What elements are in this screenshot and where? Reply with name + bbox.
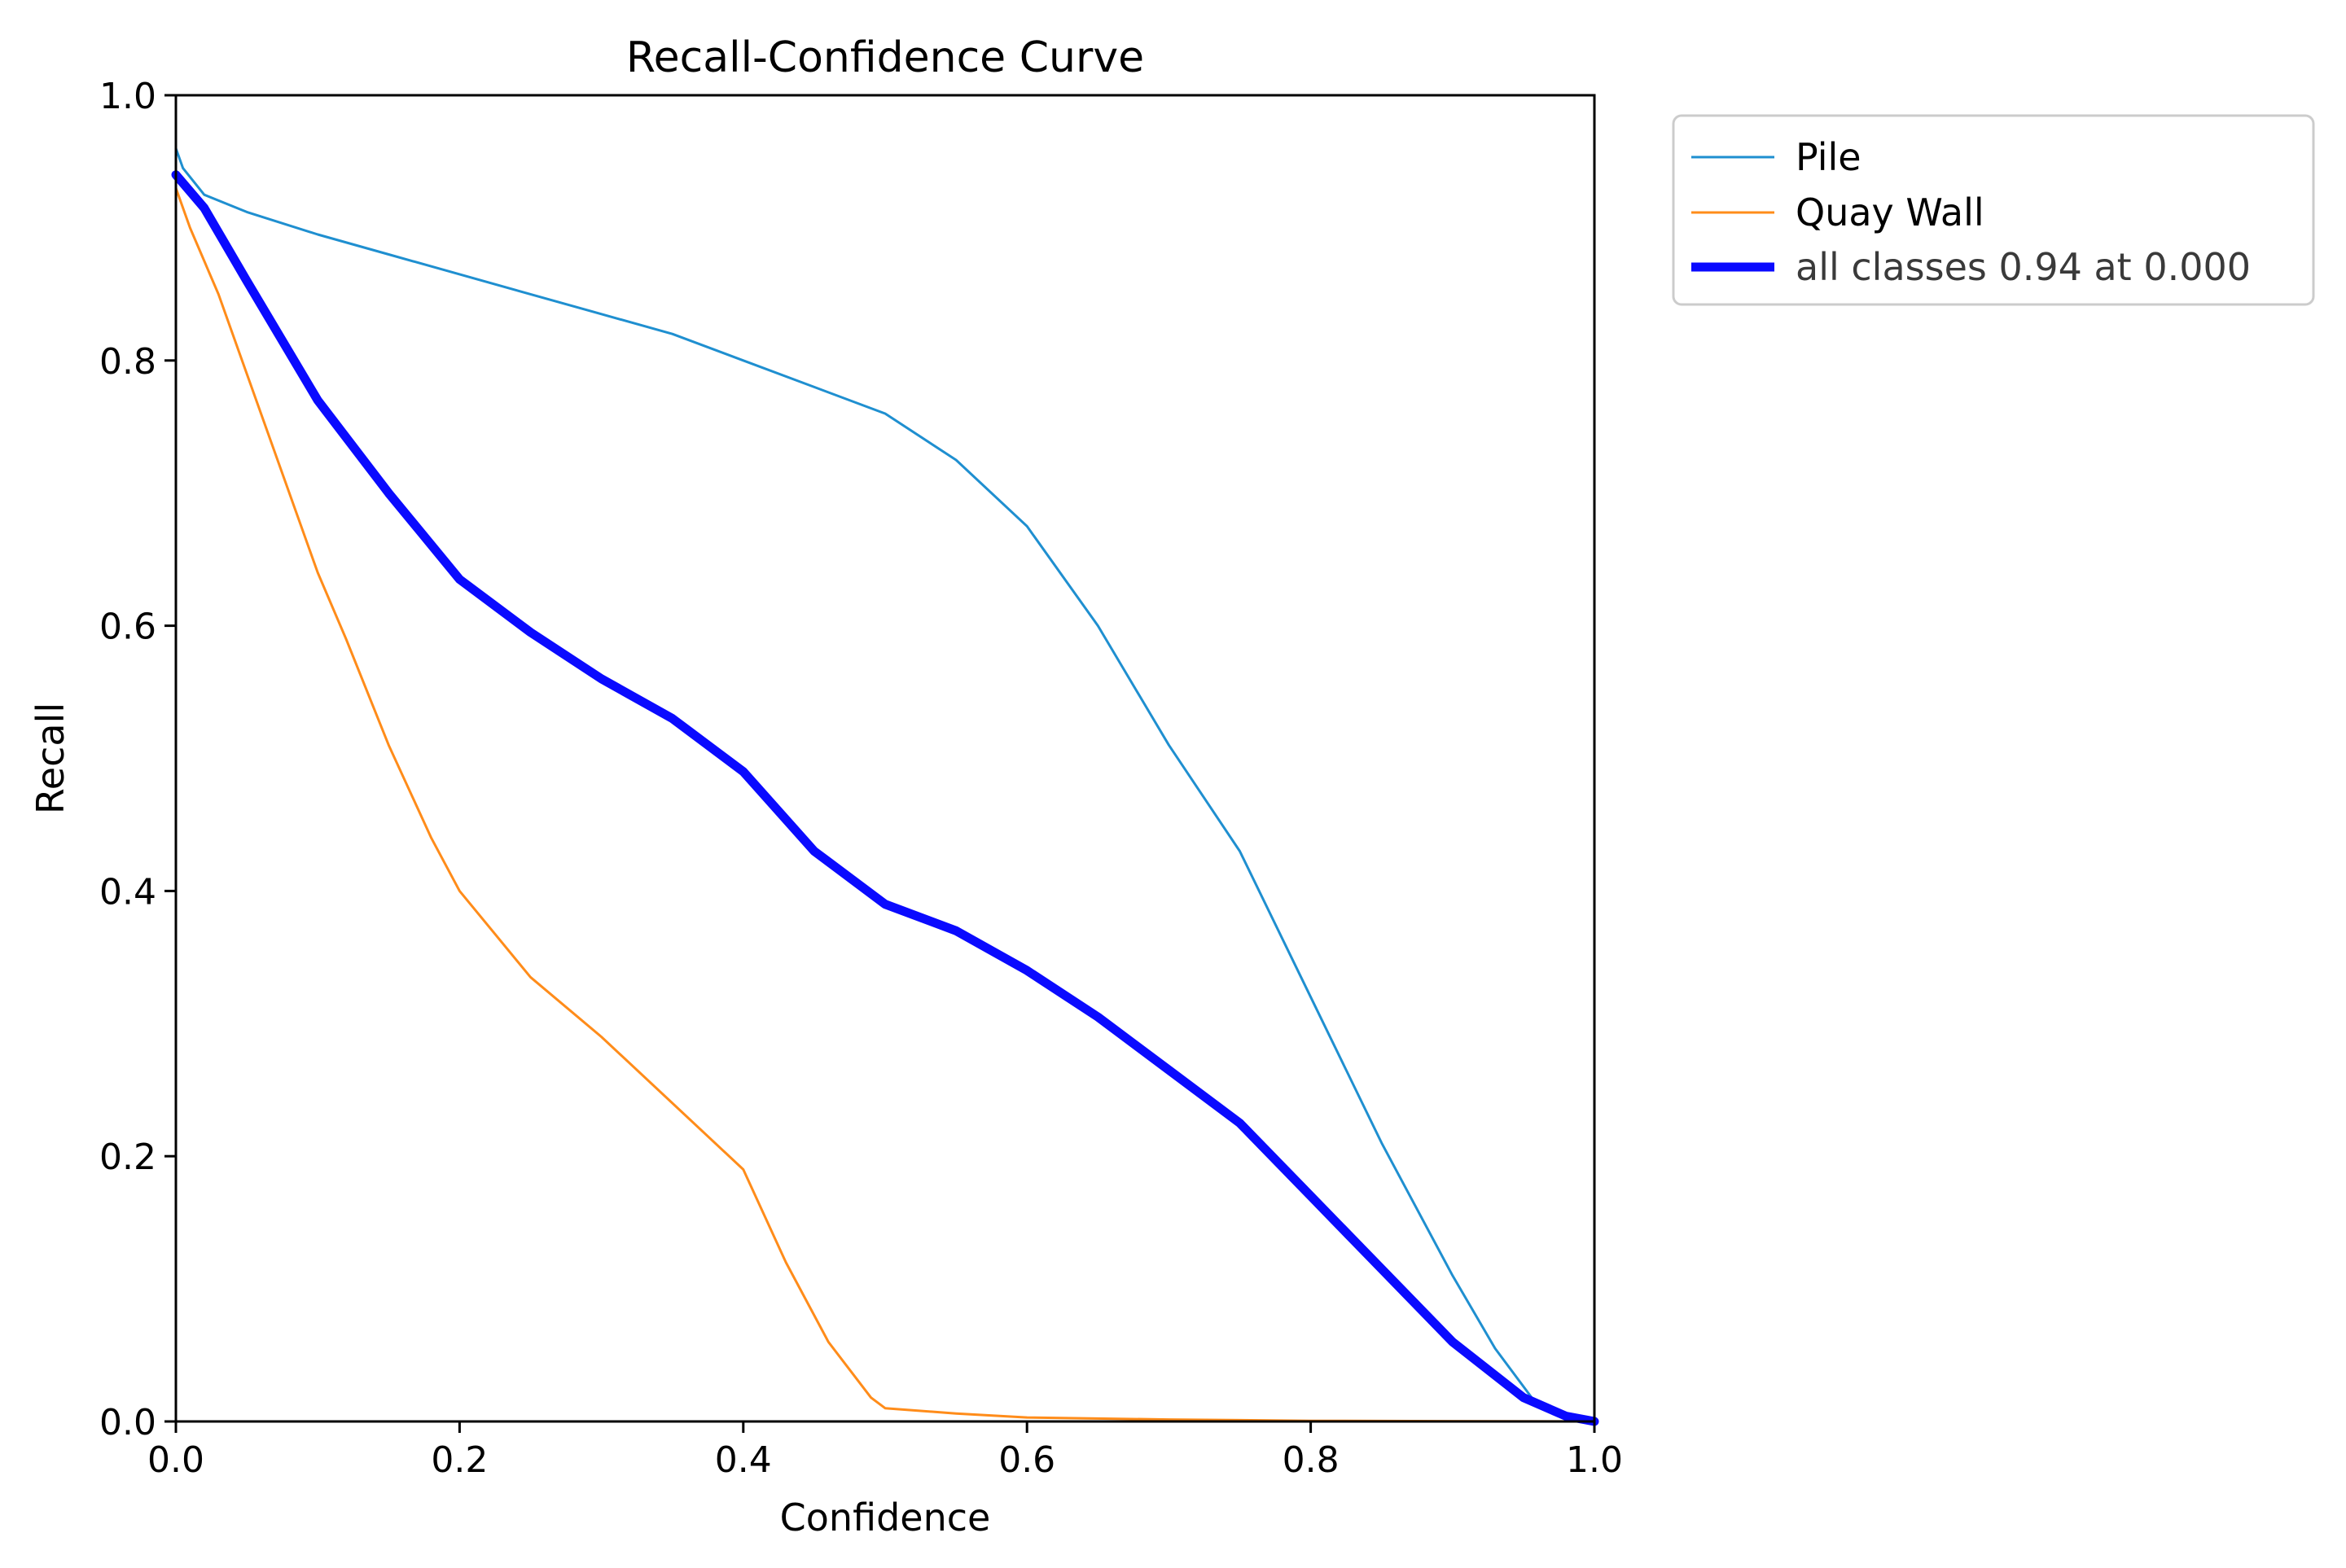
y-axis-label: Recall <box>29 703 72 814</box>
y-tick-label: 0.8 <box>99 341 156 383</box>
y-tick-label: 0.6 <box>99 607 156 648</box>
y-tick-label: 0.0 <box>99 1402 156 1443</box>
legend: Pile Quay Wall all classes 0.94 at 0.000 <box>1672 114 2315 306</box>
legend-entry-pile-label: Pile <box>1796 135 1861 179</box>
x-tick-label: 1.0 <box>1566 1439 1623 1481</box>
legend-box <box>1672 114 2315 306</box>
x-tick-label: 0.0 <box>147 1439 204 1481</box>
y-tick-label: 0.2 <box>99 1137 156 1178</box>
x-axis-label: Confidence <box>780 1496 991 1540</box>
legend-entry-all-classes-label: all classes 0.94 at 0.000 <box>1796 245 2251 289</box>
series-line-pile <box>174 147 1596 1423</box>
series-line-all-classes <box>171 170 1599 1426</box>
plot-area <box>174 94 1596 1423</box>
chart-title: Recall-Confidence Curve <box>626 33 1144 82</box>
x-tick-label: 0.8 <box>1283 1439 1340 1481</box>
legend-entry-quay-wall-label: Quay Wall <box>1796 191 1984 234</box>
x-tick-label: 0.6 <box>998 1439 1055 1481</box>
y-tick-label: 1.0 <box>99 76 156 117</box>
y-tick-label: 0.4 <box>99 871 156 913</box>
series-line-quay-wall <box>174 186 1596 1423</box>
x-tick-label: 0.4 <box>715 1439 772 1481</box>
x-tick-label: 0.2 <box>431 1439 488 1481</box>
